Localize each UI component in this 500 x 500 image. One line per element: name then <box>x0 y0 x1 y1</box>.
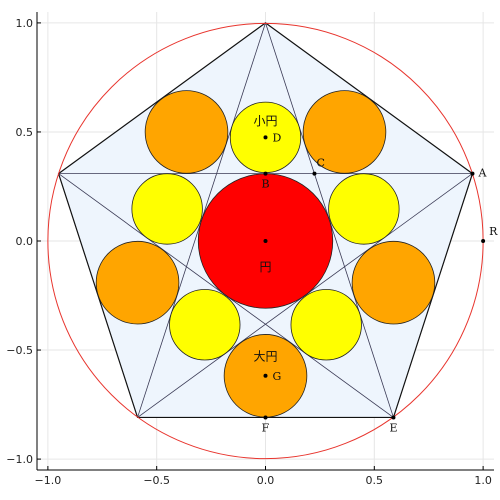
point-label-R: R <box>489 225 498 238</box>
large-circle-label: 大円 <box>253 350 277 364</box>
point-label-F: F <box>262 421 270 434</box>
point-label-D: D <box>273 131 282 144</box>
orange-circle <box>351 240 436 325</box>
point-label-E: E <box>389 421 397 434</box>
yellow-circle <box>328 173 400 245</box>
point-marker-E <box>391 415 396 420</box>
point-marker-D <box>263 135 268 140</box>
point-marker-B <box>263 171 268 176</box>
point-marker-origin <box>263 239 268 243</box>
small-circle-label: 小円 <box>253 114 277 128</box>
point-marker-C <box>312 171 317 176</box>
orange-circle <box>95 240 180 325</box>
point-label-A: A <box>477 167 487 180</box>
chart-shapes <box>47 22 484 460</box>
yellow-circle <box>169 289 241 361</box>
point-marker-F <box>263 415 268 420</box>
axes: −1.0 −0.5 0.0 0.5 1.0 −1.0 −0.5 0.0 0.5 1.0 <box>6 12 494 487</box>
y-tick-label: 0.0 <box>16 235 34 248</box>
x-tick-label: 1.0 <box>474 474 492 487</box>
y-tick-label: 1.0 <box>16 17 34 30</box>
x-tick-label: 0.0 <box>257 474 275 487</box>
chart-points: A R B C D E F G <box>261 131 498 434</box>
y-tick-label: −1.0 <box>6 453 33 466</box>
y-tick-label: 0.5 <box>16 126 34 139</box>
x-tick-label: −1.0 <box>35 474 62 487</box>
x-tick-label: 0.5 <box>366 474 384 487</box>
yellow-circle <box>290 289 362 361</box>
y-tick-label: −0.5 <box>6 344 33 357</box>
red-circle-label: 円 <box>259 260 271 274</box>
point-label-G: G <box>273 370 282 383</box>
orange-circle <box>302 90 387 174</box>
yellow-circle <box>131 173 203 245</box>
point-marker-R <box>481 239 486 243</box>
x-tick-label: −0.5 <box>143 474 170 487</box>
point-marker-G <box>263 373 268 378</box>
orange-circle <box>144 90 229 174</box>
point-label-C: C <box>316 157 324 170</box>
point-label-B: B <box>261 178 269 191</box>
point-marker-A <box>470 171 475 176</box>
